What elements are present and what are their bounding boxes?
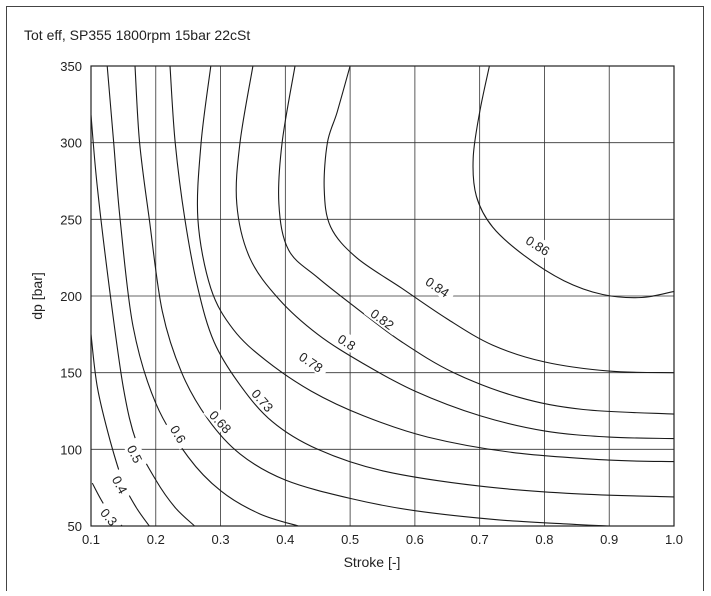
x-tick-label: 0.2 bbox=[147, 532, 165, 547]
contour-line-0.73 bbox=[169, 66, 674, 498]
contour-label-bg bbox=[418, 270, 457, 303]
x-tick-label: 0.8 bbox=[535, 532, 553, 547]
x-axis-label: Stroke [-] bbox=[344, 554, 401, 570]
y-tick-label: 300 bbox=[60, 136, 82, 151]
x-tick-label: 0.1 bbox=[82, 532, 100, 547]
plot-border bbox=[90, 65, 675, 527]
contour-label-bg bbox=[122, 437, 149, 470]
x-tick-label: 0.3 bbox=[212, 532, 230, 547]
contour-label-text: 0.4 bbox=[109, 473, 131, 496]
contour-line-0.84 bbox=[323, 66, 674, 374]
contour-line-0.78 bbox=[196, 66, 674, 463]
axis-ticks: 0.1 0.2 0.3 0.4 0.5 0.6 0.7 0.8 0.9 1.0 50 100 150 20… bbox=[60, 59, 683, 547]
contour-line-0.68 bbox=[134, 66, 610, 526]
contour-label-bg bbox=[363, 301, 402, 336]
x-tick-label: 0.5 bbox=[341, 532, 359, 547]
contour-line-0.4 bbox=[91, 334, 150, 526]
contour-label-bg bbox=[292, 345, 331, 378]
x-tick-label: 0.4 bbox=[276, 532, 294, 547]
x-tick-label: 1.0 bbox=[665, 532, 683, 547]
y-tick-label: 250 bbox=[60, 212, 82, 227]
x-tick-label: 0.7 bbox=[471, 532, 489, 547]
contour-line-0.82 bbox=[278, 66, 674, 415]
contour-label-0.5: 0.5 bbox=[122, 437, 149, 470]
contour-line-0.8 bbox=[235, 66, 674, 440]
y-tick-label: 150 bbox=[60, 366, 82, 381]
contour-label-bg bbox=[203, 403, 239, 440]
contour-label-bg bbox=[519, 229, 558, 261]
contour-line-0.6 bbox=[106, 66, 299, 526]
x-tick-label: 0.9 bbox=[600, 532, 618, 547]
contour-label-bg bbox=[94, 500, 125, 526]
y-tick-label: 100 bbox=[60, 442, 82, 457]
contour-lines: 0.30.40.50.6 0.680.730.780.80.820.840.86 bbox=[91, 66, 674, 526]
x-tick-label: 0.6 bbox=[406, 532, 424, 547]
contour-line-0.86 bbox=[472, 66, 674, 299]
contour-label-bg bbox=[107, 468, 134, 501]
contour-label-0.4: 0.4 bbox=[107, 468, 134, 501]
contour-line-0.5 bbox=[91, 115, 195, 526]
grid bbox=[91, 66, 674, 526]
contour-label-text: 0.5 bbox=[124, 443, 146, 466]
contour-label-bg bbox=[165, 417, 193, 450]
y-tick-label: 200 bbox=[60, 289, 82, 304]
contour-label-bg bbox=[331, 327, 364, 356]
y-tick-label: 350 bbox=[60, 59, 82, 74]
y-tick-label: 50 bbox=[68, 519, 82, 534]
contour-label-bg bbox=[245, 381, 281, 419]
y-axis-label: dp [bar] bbox=[29, 272, 45, 319]
chart-title: Tot eff, SP355 1800rpm 15bar 22cSt bbox=[24, 27, 250, 43]
